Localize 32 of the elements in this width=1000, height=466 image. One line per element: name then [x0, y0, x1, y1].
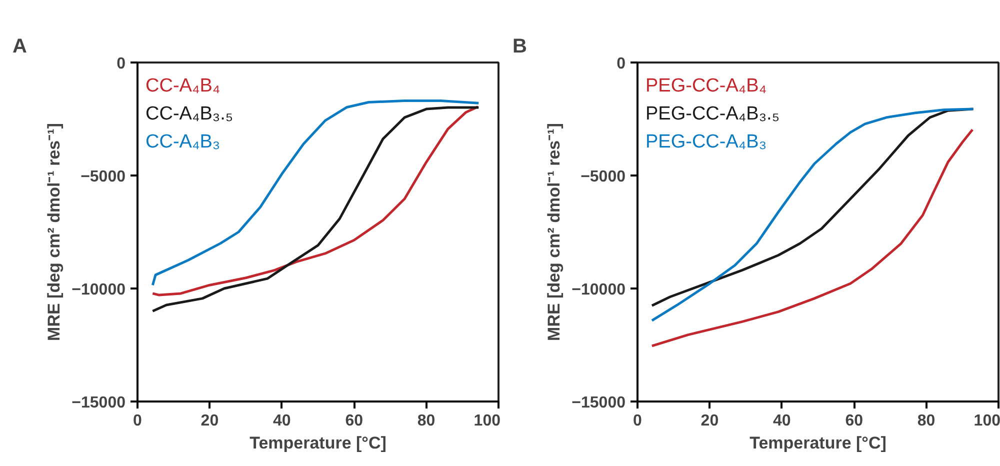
text: PEG-CC-A₄B₃ — [646, 132, 767, 152]
y-tick-label: −5000 — [80, 168, 126, 186]
x-tick-label: 40 — [273, 412, 291, 430]
y-tick-label: 0 — [116, 56, 126, 72]
x-tick-label: 100 — [474, 412, 501, 430]
y-axis-title: MRE [deg cm² dmol⁻¹ res⁻¹] — [44, 123, 64, 341]
chart-title: B — [512, 36, 527, 58]
chart-title: A — [12, 36, 27, 58]
text: CC-A₄B₃.₅ — [146, 104, 234, 124]
x-axis-title: Temperature [°C] — [750, 434, 886, 452]
text: PEG-CC-A₄B₃.₅ — [646, 104, 780, 124]
x-tick-label: 0 — [633, 412, 642, 430]
y-tick-label: −15000 — [572, 394, 626, 412]
x-tick-label: 0 — [133, 412, 142, 430]
y-tick-label: −10000 — [72, 282, 126, 298]
x-tick-label: 40 — [773, 412, 791, 430]
x-tick-label: 80 — [417, 412, 436, 430]
text: PEG-CC-A₄B₄ — [646, 76, 767, 96]
x-tick-label: 60 — [845, 412, 864, 430]
x-tick-label: 20 — [200, 412, 219, 430]
x-tick-label: 80 — [917, 412, 936, 430]
x-tick-label: 60 — [345, 412, 364, 430]
y-axis-title: MRE [deg cm² dmol⁻¹ res⁻¹] — [544, 123, 564, 341]
y-tick-label: 0 — [616, 56, 626, 72]
text: CC-A₄B₃ — [146, 132, 220, 152]
y-tick-label: −15000 — [72, 394, 126, 412]
x-axis-title: Temperature [°C] — [250, 434, 386, 452]
y-tick-label: −5000 — [580, 168, 626, 186]
x-tick-label: 100 — [974, 412, 1000, 430]
text: CC-A₄B₄ — [146, 76, 220, 96]
y-tick-label: −10000 — [572, 282, 626, 298]
x-tick-label: 20 — [700, 412, 719, 430]
